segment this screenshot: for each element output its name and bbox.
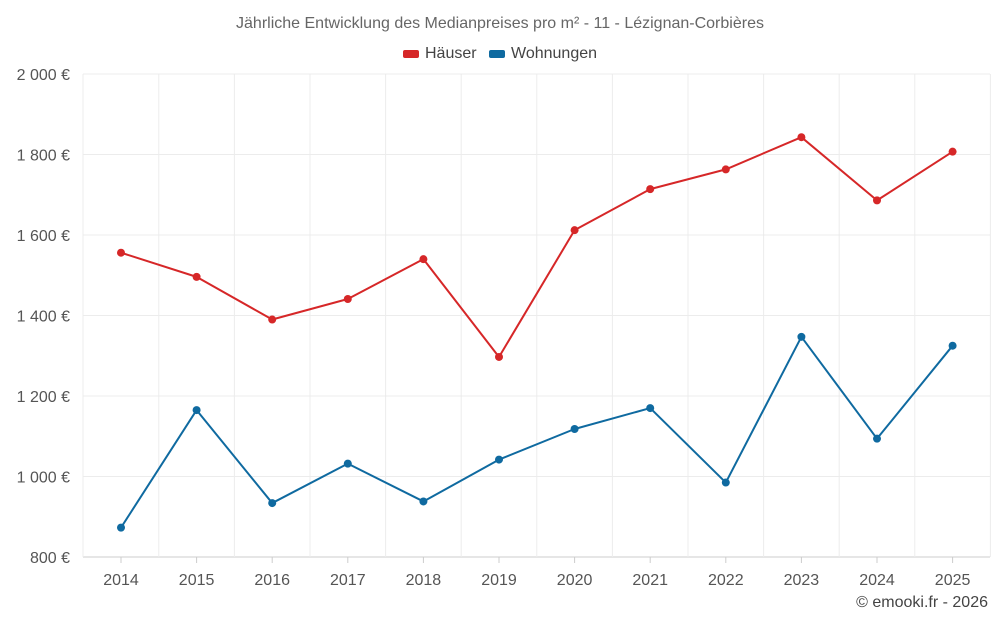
copyright-credit: © emooki.fr - 2026 bbox=[856, 594, 988, 611]
data-point-wohnungen-2016[interactable] bbox=[268, 499, 277, 508]
data-point-haeuser-2018[interactable] bbox=[419, 255, 428, 264]
data-point-wohnungen-2014[interactable] bbox=[117, 523, 125, 532]
data-point-haeuser-2021[interactable] bbox=[646, 185, 655, 194]
legend-label-wohnungen: Wohnungen bbox=[511, 45, 598, 62]
y-tick-label: 1 200 € bbox=[17, 389, 70, 406]
x-tick-label: 2025 bbox=[935, 572, 971, 589]
data-point-haeuser-2024[interactable] bbox=[873, 196, 881, 205]
data-point-wohnungen-2019[interactable] bbox=[495, 455, 503, 464]
data-point-haeuser-2023[interactable] bbox=[797, 133, 806, 142]
y-tick-label: 1 000 € bbox=[17, 470, 70, 487]
data-point-wohnungen-2021[interactable] bbox=[646, 404, 655, 413]
x-tick-label: 2015 bbox=[179, 572, 215, 589]
chart-title: Jährliche Entwicklung des Medianpreises … bbox=[236, 15, 764, 32]
data-point-wohnungen-2025[interactable] bbox=[948, 341, 957, 350]
legend: Häuser Wohnungen bbox=[0, 45, 1000, 63]
x-tick-label: 2017 bbox=[330, 572, 366, 589]
data-point-haeuser-2019[interactable] bbox=[495, 352, 503, 361]
data-point-wohnungen-2024[interactable] bbox=[873, 434, 881, 443]
x-tick-label: 2021 bbox=[632, 572, 668, 589]
data-point-haeuser-2022[interactable] bbox=[721, 165, 730, 174]
data-point-wohnungen-2023[interactable] bbox=[797, 332, 806, 341]
x-tick-label: 2018 bbox=[406, 572, 442, 589]
legend-item-wohnungen[interactable]: Wohnungen bbox=[489, 45, 597, 63]
x-tick-label: 2014 bbox=[103, 572, 139, 589]
data-point-haeuser-2020[interactable] bbox=[570, 226, 579, 235]
x-tick-label: 2022 bbox=[708, 572, 744, 589]
data-point-haeuser-2016[interactable] bbox=[268, 315, 277, 324]
legend-item-haeuser[interactable]: Häuser bbox=[402, 45, 477, 63]
y-tick-label: 1 800 € bbox=[17, 148, 70, 165]
data-point-wohnungen-2017[interactable] bbox=[343, 459, 352, 468]
data-point-haeuser-2014[interactable] bbox=[117, 248, 125, 257]
x-tick-label: 2016 bbox=[254, 572, 290, 589]
y-tick-label: 2 000 € bbox=[17, 67, 70, 84]
legend-swatch-haeuser bbox=[402, 50, 419, 58]
y-tick-label: 1 600 € bbox=[17, 228, 70, 245]
x-tick-label: 2019 bbox=[481, 572, 517, 589]
x-tick-label: 2024 bbox=[859, 572, 895, 589]
legend-label-haeuser: Häuser bbox=[424, 45, 477, 62]
data-point-wohnungen-2015[interactable] bbox=[192, 406, 201, 415]
legend-swatch-wohnungen bbox=[489, 50, 506, 58]
series-line-haeuser bbox=[120, 136, 954, 358]
data-point-haeuser-2015[interactable] bbox=[192, 272, 201, 281]
series-line-wohnungen bbox=[120, 335, 954, 529]
x-tick-label: 2020 bbox=[557, 572, 593, 589]
data-point-haeuser-2025[interactable] bbox=[948, 147, 957, 156]
y-tick-label: 1 400 € bbox=[17, 309, 70, 326]
data-point-wohnungen-2020[interactable] bbox=[570, 425, 579, 434]
data-point-wohnungen-2018[interactable] bbox=[419, 497, 428, 506]
y-tick-label: 800 € bbox=[30, 550, 70, 567]
data-point-wohnungen-2022[interactable] bbox=[721, 478, 730, 487]
x-tick-label: 2023 bbox=[784, 572, 820, 589]
data-point-haeuser-2017[interactable] bbox=[343, 294, 352, 303]
